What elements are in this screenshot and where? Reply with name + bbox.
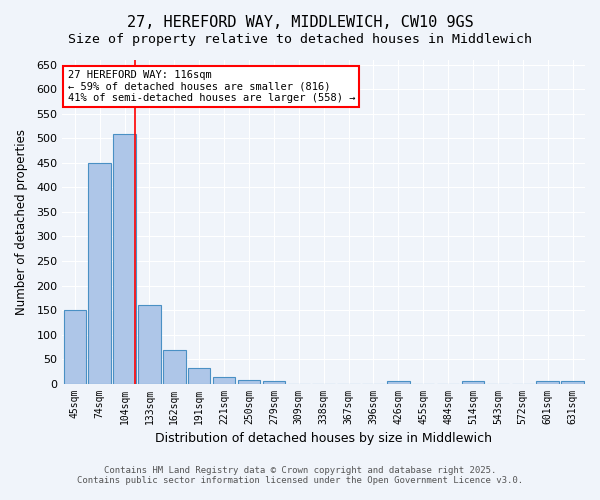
Text: 27 HEREFORD WAY: 116sqm
← 59% of detached houses are smaller (816)
41% of semi-d: 27 HEREFORD WAY: 116sqm ← 59% of detache… <box>68 70 355 103</box>
Bar <box>113 134 136 384</box>
Bar <box>263 381 285 384</box>
Bar <box>536 381 559 384</box>
Text: 27, HEREFORD WAY, MIDDLEWICH, CW10 9GS: 27, HEREFORD WAY, MIDDLEWICH, CW10 9GS <box>127 15 473 30</box>
Text: Contains HM Land Registry data © Crown copyright and database right 2025.
Contai: Contains HM Land Registry data © Crown c… <box>77 466 523 485</box>
Bar <box>138 305 161 384</box>
Bar <box>213 377 235 384</box>
Bar <box>387 381 410 384</box>
Bar <box>88 163 111 384</box>
Y-axis label: Number of detached properties: Number of detached properties <box>15 129 28 315</box>
Bar <box>64 310 86 384</box>
Bar <box>238 380 260 384</box>
Bar <box>562 381 584 384</box>
Bar <box>188 368 211 384</box>
Text: Size of property relative to detached houses in Middlewich: Size of property relative to detached ho… <box>68 32 532 46</box>
Bar <box>163 350 185 384</box>
X-axis label: Distribution of detached houses by size in Middlewich: Distribution of detached houses by size … <box>155 432 492 445</box>
Bar <box>462 381 484 384</box>
